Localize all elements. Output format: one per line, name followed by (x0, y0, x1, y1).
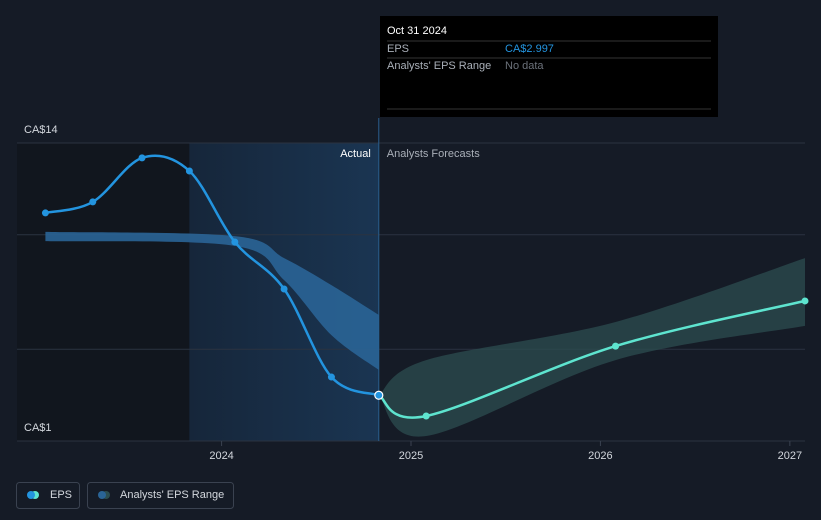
eps-point (89, 198, 97, 206)
forecast-line (378, 299, 806, 419)
x-tick-label: 2024 (209, 450, 233, 462)
eps-point (231, 238, 239, 246)
eps-range-band (45, 231, 379, 370)
x-tick-label: 2025 (399, 450, 423, 462)
legend-label: Analysts' EPS Range (120, 489, 224, 501)
eps-point (185, 167, 193, 175)
legend-icon (98, 491, 106, 499)
tooltip-box (380, 16, 718, 117)
tooltip: Oct 31 2024 EPS CA$2.997 Analysts' EPS R… (380, 16, 718, 117)
forecast-point (612, 342, 620, 350)
forecast-point (801, 297, 809, 305)
forecast-point (422, 412, 430, 420)
forecast-range-band (378, 258, 805, 437)
tooltip-label: EPS (387, 43, 409, 55)
legend-item[interactable] (87, 482, 234, 509)
legend-item[interactable] (16, 482, 80, 509)
eps-point (280, 285, 288, 293)
eps-line (45, 154, 380, 397)
legend-label: EPS (50, 489, 72, 501)
eps-point (138, 154, 146, 162)
past-region (17, 143, 190, 441)
annotation: Analysts Forecasts (387, 148, 480, 160)
x-tick-label: 2027 (778, 450, 802, 462)
tooltip-label: Analysts' EPS Range (387, 60, 491, 72)
eps-point (327, 373, 335, 381)
eps-point (41, 209, 49, 217)
y-tick-label: CA$14 (24, 124, 58, 136)
legend-icon (27, 491, 35, 499)
tooltip-date: Oct 31 2024 (387, 25, 447, 37)
tooltip-value: CA$2.997 (505, 43, 554, 55)
annotation: Actual (340, 148, 371, 160)
legend: EPS Analysts' EPS Range (16, 482, 234, 509)
tooltip-value: No data (505, 60, 544, 72)
y-tick-label: CA$1 (24, 422, 52, 434)
eps-point (374, 390, 384, 400)
plot (41, 154, 809, 437)
x-tick-label: 2026 (588, 450, 612, 462)
